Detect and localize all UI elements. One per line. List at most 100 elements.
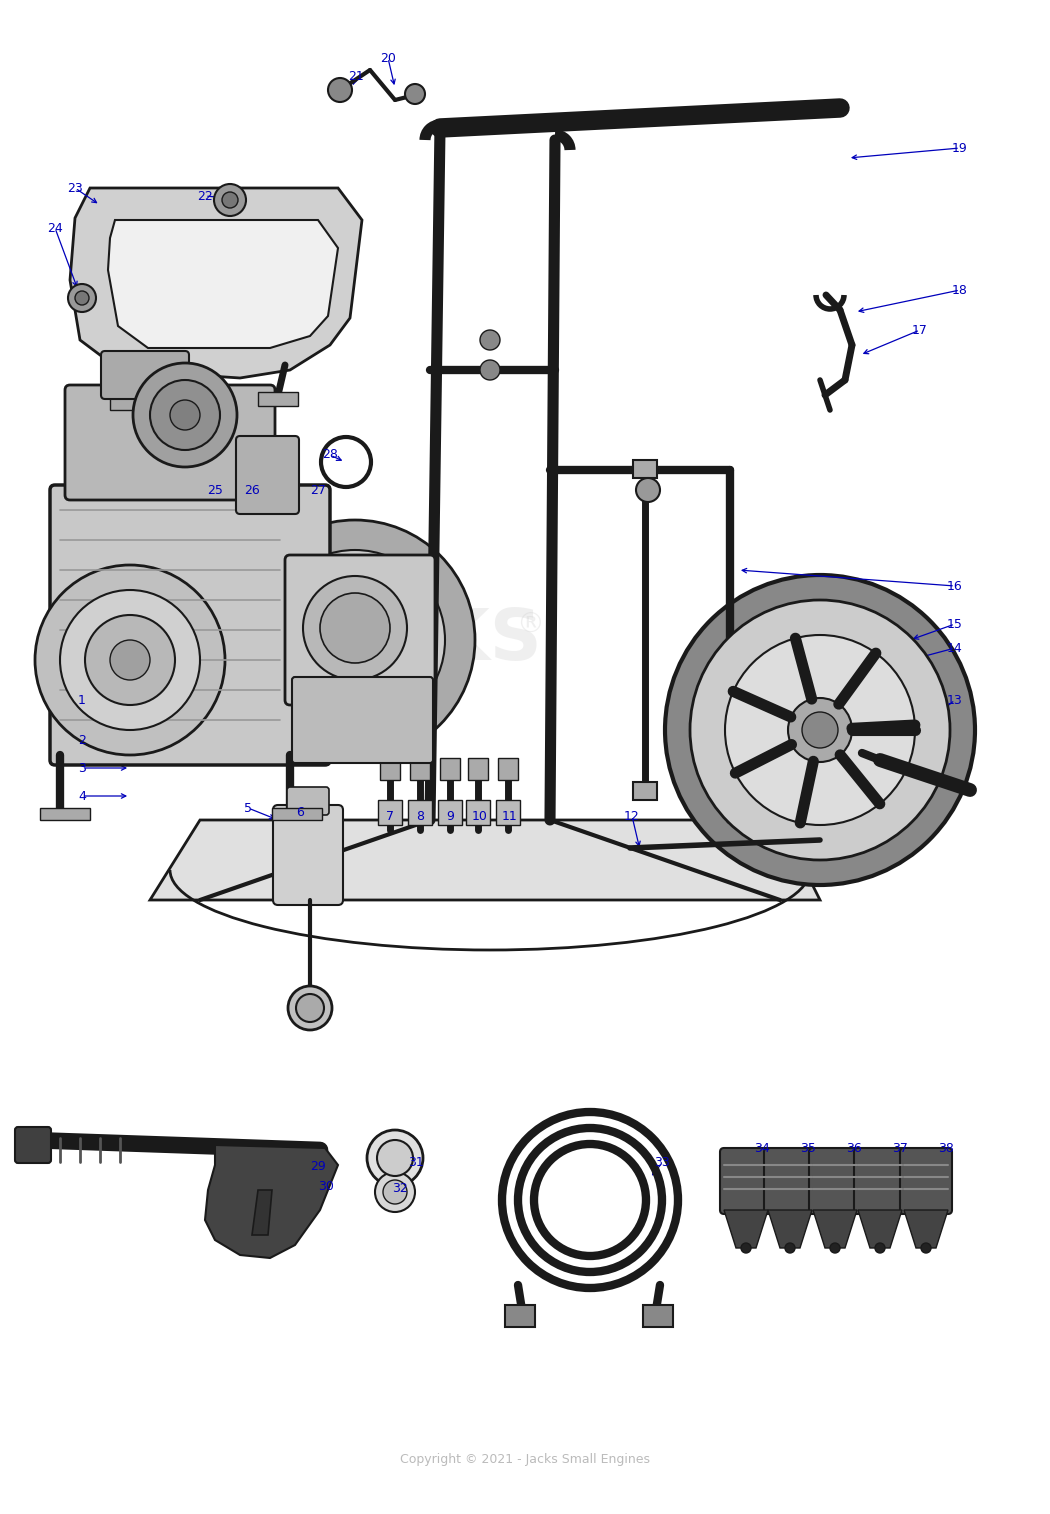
Bar — [643, 1305, 673, 1326]
Text: 37: 37 — [892, 1142, 908, 1155]
Circle shape — [724, 634, 915, 825]
Circle shape — [303, 575, 407, 680]
FancyBboxPatch shape — [764, 1148, 816, 1214]
Circle shape — [368, 1129, 423, 1185]
Circle shape — [235, 519, 475, 760]
Bar — [408, 799, 432, 825]
Polygon shape — [858, 1210, 902, 1248]
Circle shape — [788, 698, 852, 762]
Text: 9: 9 — [446, 810, 454, 822]
Text: 35: 35 — [800, 1142, 816, 1155]
Text: 15: 15 — [947, 618, 963, 630]
Bar — [633, 783, 657, 799]
Bar — [40, 808, 90, 821]
Text: 8: 8 — [416, 810, 424, 822]
Text: 36: 36 — [846, 1142, 862, 1155]
Polygon shape — [70, 188, 362, 378]
Polygon shape — [813, 1210, 857, 1248]
Text: 32: 32 — [392, 1181, 407, 1195]
Circle shape — [133, 363, 237, 466]
Circle shape — [326, 610, 385, 671]
Text: 21: 21 — [349, 70, 364, 82]
Circle shape — [383, 1179, 407, 1204]
Circle shape — [265, 550, 445, 730]
Text: 29: 29 — [310, 1160, 326, 1172]
Polygon shape — [108, 220, 338, 348]
Circle shape — [288, 986, 332, 1030]
Text: 3: 3 — [78, 762, 86, 775]
Bar — [410, 759, 430, 780]
FancyBboxPatch shape — [273, 805, 343, 905]
Circle shape — [741, 1243, 751, 1254]
Circle shape — [328, 79, 352, 101]
Text: 6: 6 — [296, 805, 303, 819]
Text: 11: 11 — [502, 810, 518, 822]
Bar — [378, 799, 402, 825]
Circle shape — [480, 330, 500, 350]
Text: 19: 19 — [952, 141, 968, 154]
Text: 10: 10 — [472, 810, 488, 822]
FancyBboxPatch shape — [900, 1148, 952, 1214]
Bar — [633, 460, 657, 478]
Circle shape — [60, 590, 200, 730]
Text: 30: 30 — [318, 1179, 334, 1193]
Text: 7: 7 — [386, 810, 394, 822]
Text: 5: 5 — [244, 801, 252, 815]
Circle shape — [921, 1243, 931, 1254]
Text: 28: 28 — [322, 448, 338, 462]
Text: 12: 12 — [624, 810, 639, 822]
Text: JACKS: JACKS — [298, 606, 542, 675]
Text: 4: 4 — [78, 789, 86, 802]
Circle shape — [785, 1243, 795, 1254]
Circle shape — [68, 285, 96, 312]
FancyBboxPatch shape — [808, 1148, 861, 1214]
Text: 14: 14 — [947, 642, 963, 654]
Circle shape — [665, 575, 975, 886]
Polygon shape — [904, 1210, 948, 1248]
Circle shape — [480, 360, 500, 380]
FancyBboxPatch shape — [15, 1126, 51, 1163]
Text: 33: 33 — [654, 1157, 670, 1169]
Text: 22: 22 — [197, 189, 213, 203]
Text: 16: 16 — [947, 580, 963, 592]
Text: Copyright © 2021 - Jacks Small Engines: Copyright © 2021 - Jacks Small Engines — [400, 1453, 650, 1467]
Bar — [468, 759, 488, 780]
Text: 2: 2 — [78, 733, 86, 746]
Bar — [258, 392, 298, 406]
Circle shape — [636, 478, 660, 503]
Circle shape — [690, 600, 950, 860]
Bar — [272, 808, 322, 821]
Bar — [466, 799, 490, 825]
Text: 24: 24 — [47, 221, 63, 235]
Text: 31: 31 — [408, 1157, 424, 1169]
Circle shape — [150, 380, 220, 450]
Text: 25: 25 — [207, 483, 223, 497]
FancyBboxPatch shape — [50, 484, 330, 765]
Text: 34: 34 — [754, 1142, 770, 1155]
Circle shape — [320, 593, 390, 663]
Circle shape — [214, 185, 246, 217]
Polygon shape — [150, 821, 820, 899]
Circle shape — [296, 995, 324, 1022]
Polygon shape — [252, 1190, 272, 1235]
Bar — [505, 1305, 536, 1326]
Bar — [110, 397, 150, 410]
Text: ®: ® — [516, 612, 544, 639]
Circle shape — [875, 1243, 885, 1254]
Text: 1: 1 — [78, 693, 86, 707]
FancyBboxPatch shape — [287, 787, 329, 815]
FancyBboxPatch shape — [236, 436, 299, 513]
Circle shape — [110, 640, 150, 680]
FancyBboxPatch shape — [854, 1148, 906, 1214]
Text: 26: 26 — [244, 483, 260, 497]
Bar — [440, 759, 460, 780]
FancyBboxPatch shape — [292, 677, 433, 763]
Polygon shape — [768, 1210, 812, 1248]
Circle shape — [802, 712, 838, 748]
Circle shape — [377, 1140, 413, 1176]
Circle shape — [75, 291, 89, 304]
Bar — [438, 799, 462, 825]
Bar — [496, 799, 520, 825]
Circle shape — [170, 400, 200, 430]
Circle shape — [222, 192, 238, 207]
